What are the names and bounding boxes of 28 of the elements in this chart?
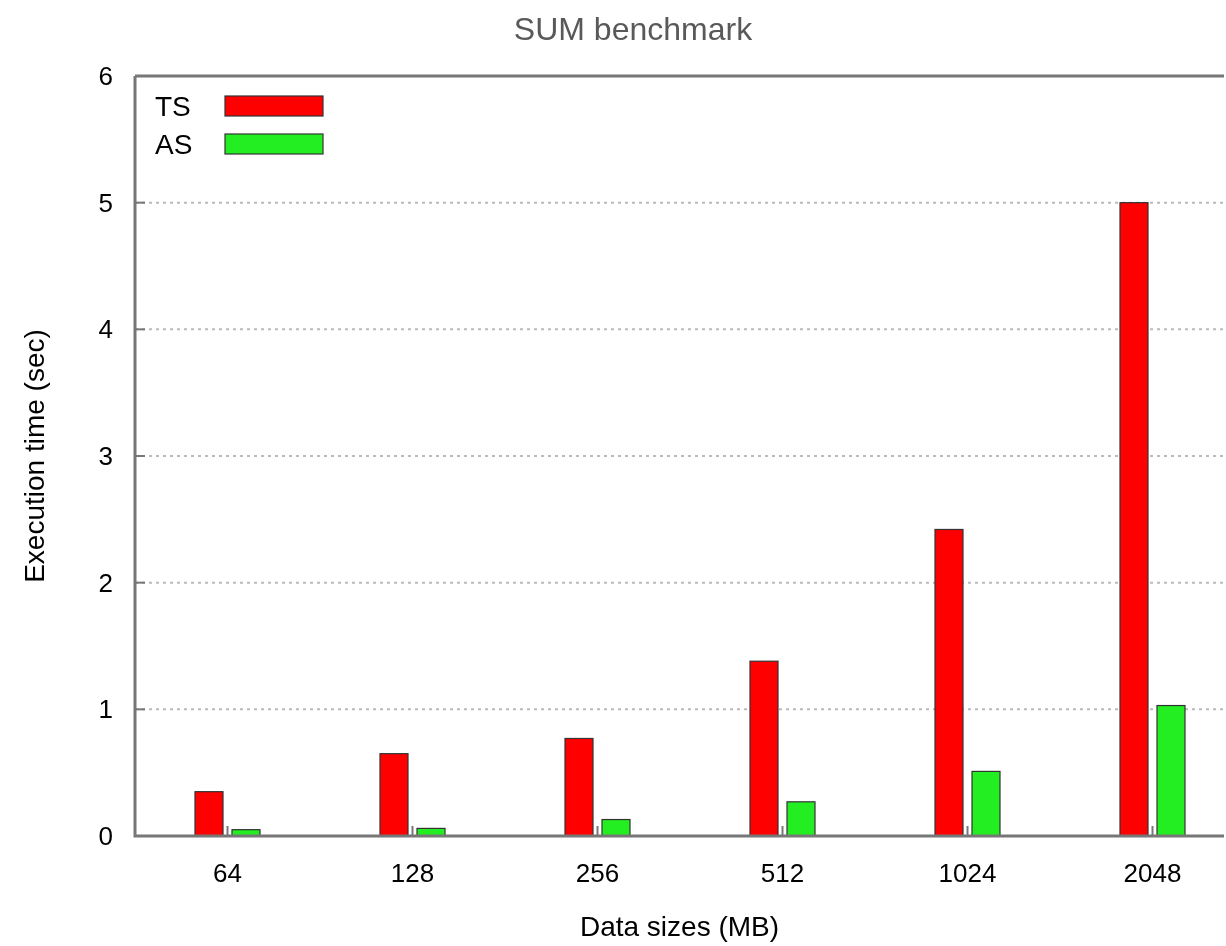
chart-title: SUM benchmark bbox=[513, 11, 754, 47]
x-tick-label: 64 bbox=[213, 858, 242, 888]
y-tick-label: 3 bbox=[98, 441, 113, 471]
y-axis-title: Execution time (sec) bbox=[19, 329, 50, 583]
x-axis-title: Data sizes (MB) bbox=[579, 911, 780, 942]
bar bbox=[194, 791, 224, 837]
y-tick-label: 4 bbox=[98, 314, 113, 345]
y-tick-label: 1 bbox=[98, 694, 113, 725]
y-tick-label: 2 bbox=[98, 567, 113, 598]
x-tick-label: 512 bbox=[760, 858, 805, 888]
y-tick-label: 6 bbox=[98, 61, 113, 91]
legend-label: TS bbox=[155, 91, 191, 122]
bar bbox=[564, 737, 594, 837]
bar bbox=[379, 753, 409, 837]
y-tick-label: 0 bbox=[98, 821, 113, 851]
bar bbox=[1156, 704, 1186, 837]
bar bbox=[786, 801, 816, 837]
bar bbox=[934, 528, 964, 837]
bar bbox=[1119, 202, 1149, 837]
bar bbox=[971, 770, 1001, 837]
bar bbox=[749, 660, 779, 837]
legend-label: AS bbox=[155, 129, 193, 160]
y-tick-label: 5 bbox=[98, 187, 113, 218]
x-tick-label: 2048 bbox=[1123, 858, 1182, 888]
bar bbox=[601, 818, 631, 837]
x-tick-label: 256 bbox=[575, 858, 620, 888]
x-tick-label: 128 bbox=[390, 858, 435, 888]
x-tick-label: 1024 bbox=[938, 858, 997, 888]
